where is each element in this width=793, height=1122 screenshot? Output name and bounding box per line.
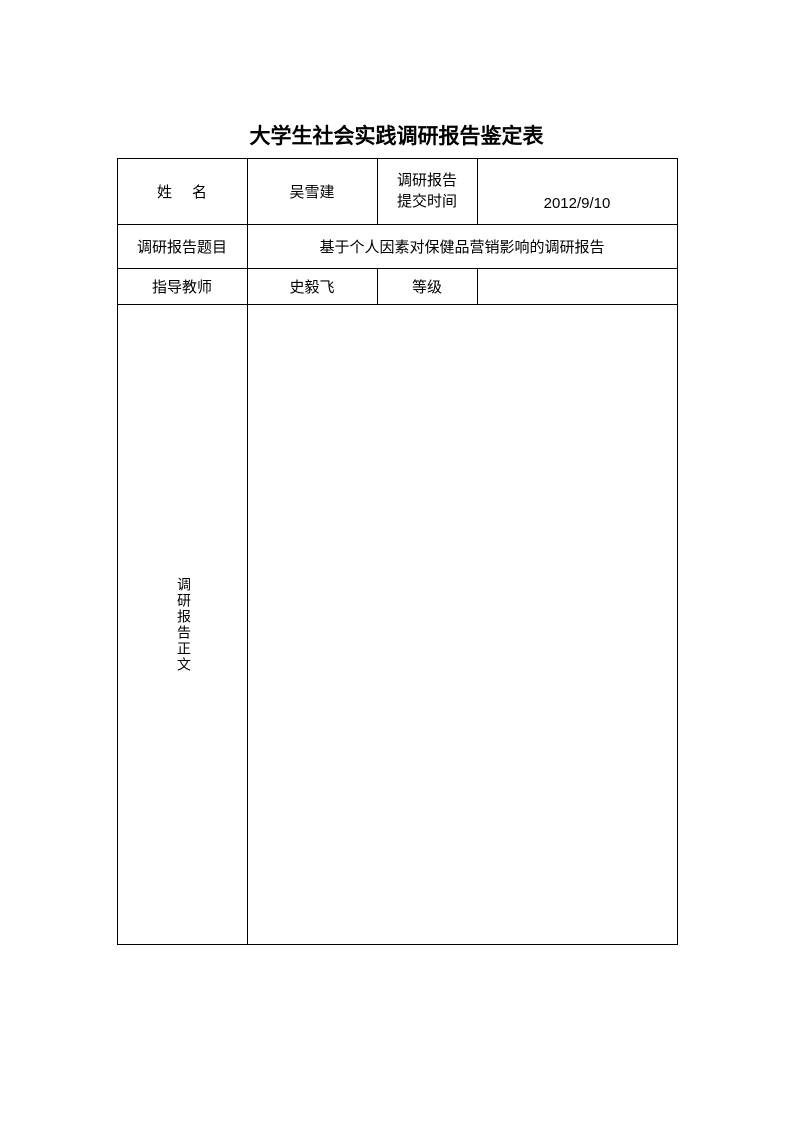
body-value [247,305,677,945]
body-label: 调研报告正文 [117,305,247,945]
name-label: 姓名 [117,159,247,225]
row-body: 调研报告正文 [117,305,677,945]
name-value: 吴雪建 [247,159,377,225]
grade-label: 等级 [377,269,477,305]
teacher-label: 指导教师 [117,269,247,305]
row-topic: 调研报告题目 基于个人因素对保健品营销影响的调研报告 [117,225,677,269]
row-name: 姓名 吴雪建 调研报告 提交时间 2012/9/10 [117,159,677,225]
time-label: 调研报告 提交时间 [377,159,477,225]
evaluation-table: 姓名 吴雪建 调研报告 提交时间 2012/9/10 调研报告题目 基于个人因素… [117,158,678,945]
form-title: 大学生社会实践调研报告鉴定表 [117,120,677,150]
grade-value [477,269,677,305]
topic-label: 调研报告题目 [117,225,247,269]
time-value: 2012/9/10 [477,159,677,225]
topic-value: 基于个人因素对保健品营销影响的调研报告 [247,225,677,269]
row-teacher: 指导教师 史毅飞 等级 [117,269,677,305]
teacher-value: 史毅飞 [247,269,377,305]
